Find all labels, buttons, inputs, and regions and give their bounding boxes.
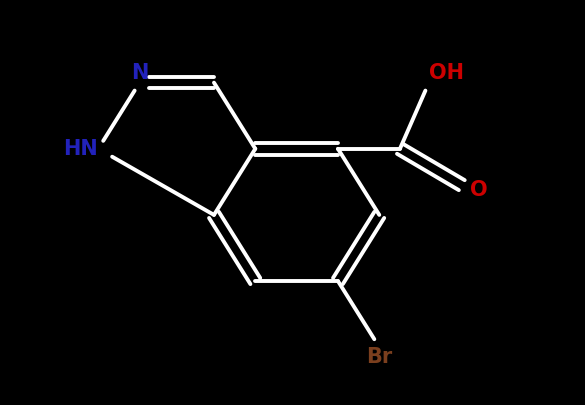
Text: Br: Br [366,347,393,367]
Text: O: O [470,180,488,200]
Text: N: N [131,63,148,83]
Text: OH: OH [429,63,464,83]
Text: HN: HN [64,139,98,159]
